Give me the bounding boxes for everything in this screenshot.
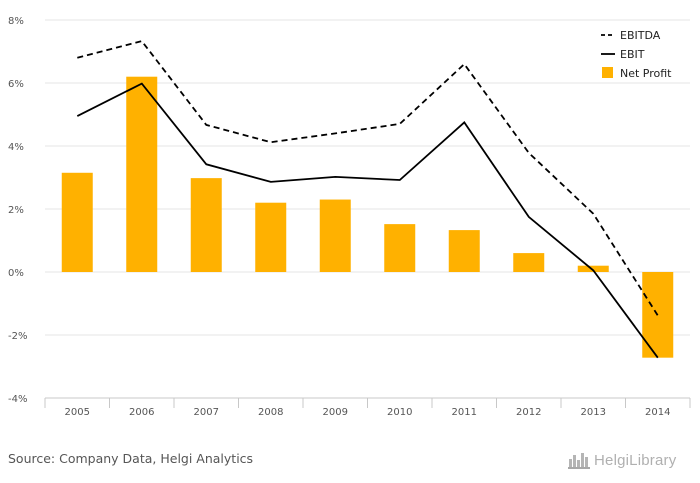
bar-net-profit (448, 230, 480, 272)
bar-net-profit (384, 224, 416, 272)
legend-label: Net Profit (620, 67, 672, 80)
city-skyline-icon (568, 453, 590, 469)
bar-series (61, 76, 674, 358)
bar-net-profit (513, 253, 545, 272)
x-tick-label: 2008 (258, 407, 283, 418)
axes: 8% 6% 4% 2% 0% -2% -4% 2005 2006 2007 2008 2009 2010… (8, 16, 691, 418)
line-ebit (76, 82, 659, 359)
logo-text: HelgiLibrary (594, 451, 677, 469)
brand-logo: HelgiLibrary (568, 449, 676, 471)
y-tick-label: 8% (8, 16, 24, 27)
chart: 8% 6% 4% 2% 0% -2% -4% 2005 2006 2007 2008 2009 2010… (8, 16, 691, 418)
bar-net-profit (126, 76, 158, 272)
x-tick-label: 2012 (516, 407, 541, 418)
bar-net-profit (61, 172, 93, 272)
legend-swatch-net-profit (602, 67, 613, 78)
line-series (76, 40, 659, 359)
bar-net-profit (319, 199, 351, 272)
legend-label: EBITDA (620, 29, 661, 42)
x-tick-label: 2006 (129, 407, 154, 418)
y-tick-label: 0% (8, 268, 24, 279)
y-tick-label: 6% (8, 79, 24, 90)
source-note: Source: Company Data, Helgi Analytics (8, 451, 254, 466)
x-tick-label: 2011 (452, 407, 477, 418)
x-tick-label: 2009 (323, 407, 348, 418)
y-tick-label: 4% (8, 142, 24, 153)
x-tick-label: 2010 (387, 407, 412, 418)
bar-net-profit (255, 202, 287, 272)
legend: EBITDA EBIT Net Profit (601, 29, 672, 80)
bar-net-profit (577, 265, 609, 272)
line-ebitda (77, 40, 659, 316)
x-tick-label: 2005 (65, 407, 90, 418)
y-tick-label: -4% (8, 394, 27, 405)
x-tick-label: 2014 (645, 407, 670, 418)
y-tick-label: -2% (8, 331, 27, 342)
legend-label: EBIT (620, 48, 645, 61)
y-tick-label: 2% (8, 205, 24, 216)
x-tick-label: 2007 (194, 407, 219, 418)
x-tick-label: 2013 (581, 407, 606, 418)
bar-net-profit (190, 178, 222, 272)
